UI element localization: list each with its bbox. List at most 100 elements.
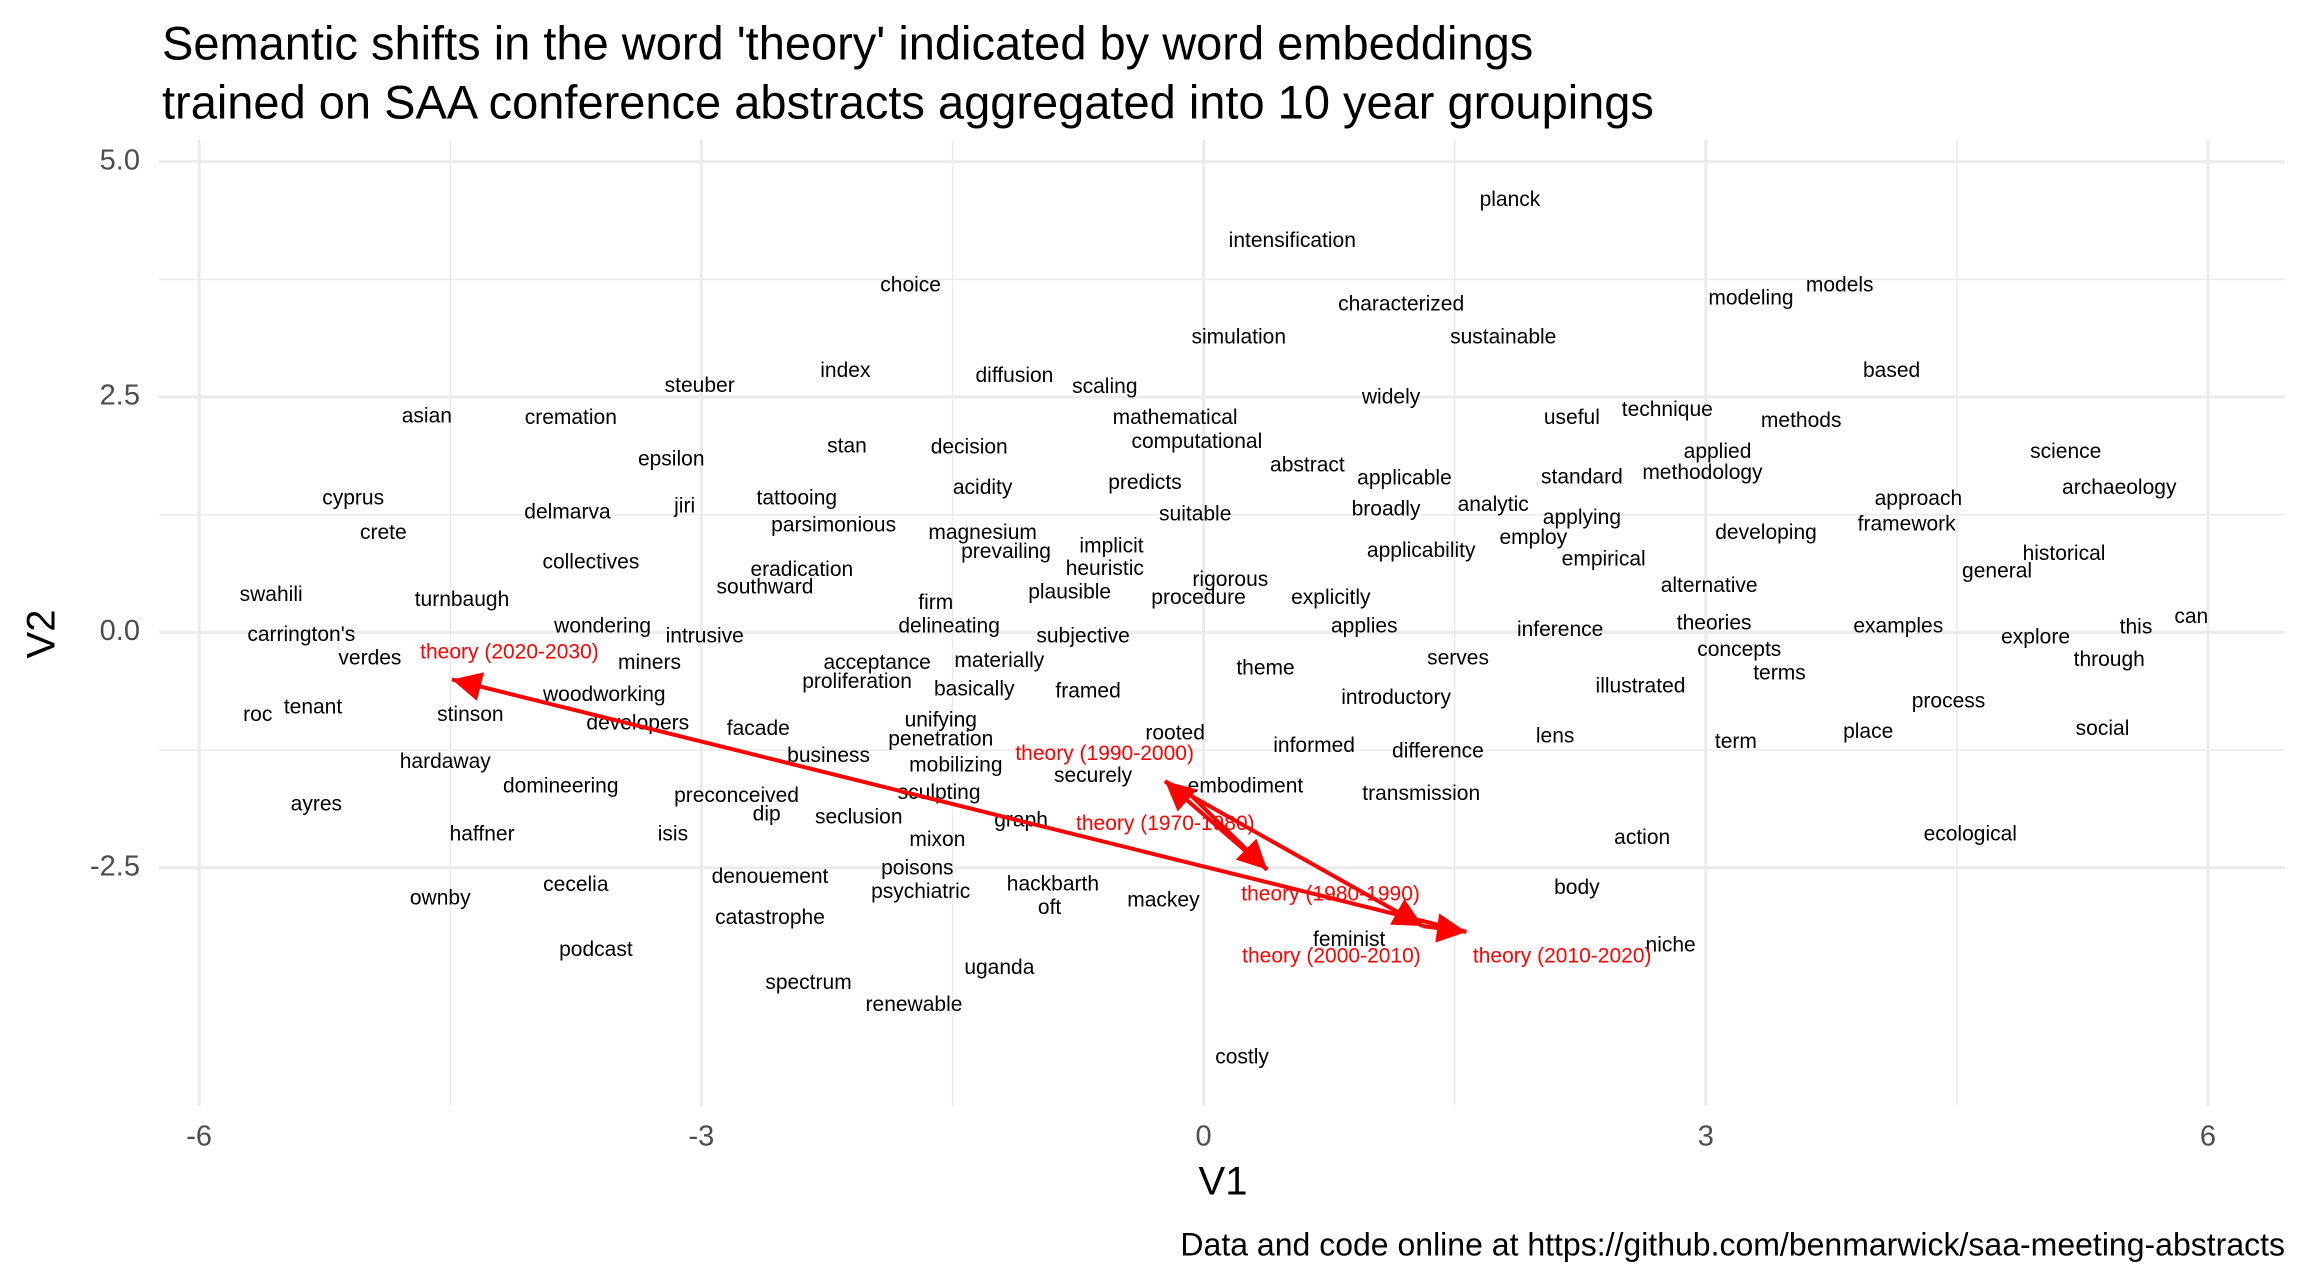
word-label: place — [1843, 720, 1893, 743]
word-label: mackey — [1127, 888, 1200, 911]
x-tick-label: -6 — [186, 1121, 212, 1153]
word-label: science — [2030, 440, 2101, 463]
word-label: sustainable — [1450, 325, 1556, 348]
y-tick-label: 2.5 — [100, 380, 140, 412]
word-label: applies — [1331, 614, 1398, 637]
x-tick-label: -3 — [688, 1121, 714, 1153]
word-label: based — [1863, 359, 1920, 382]
word-label: terms — [1753, 661, 1806, 684]
word-label: applying — [1543, 506, 1621, 529]
word-label: index — [820, 359, 871, 382]
word-label: epsilon — [638, 448, 705, 471]
word-label: acidity — [953, 476, 1013, 499]
word-label: ecological — [1924, 822, 2017, 845]
word-label: podcast — [559, 938, 633, 961]
word-label: action — [1614, 826, 1670, 849]
word-label: choice — [880, 273, 941, 296]
word-label: term — [1715, 730, 1757, 753]
word-label: models — [1806, 273, 1874, 296]
word-label: process — [1912, 690, 1986, 713]
word-label: delineating — [898, 614, 1000, 637]
word-label: unifying — [905, 708, 977, 731]
word-label: uganda — [964, 956, 1034, 979]
word-label: steuber — [665, 374, 735, 397]
x-axis-title: V1 — [1199, 1160, 1248, 1204]
word-label: intensification — [1229, 229, 1356, 252]
word-label: turnbaugh — [415, 588, 510, 611]
x-tick-label: 3 — [1698, 1121, 1714, 1153]
chart-title: Semantic shifts in the word 'theory' ind… — [162, 16, 1533, 69]
word-label: magnesium — [928, 521, 1037, 544]
word-label: subjective — [1036, 625, 1129, 648]
word-label: tattooing — [757, 486, 838, 509]
word-label: haffner — [450, 822, 515, 845]
word-label: simulation — [1191, 325, 1286, 348]
word-label: plausible — [1028, 580, 1111, 603]
word-label: business — [787, 744, 870, 767]
caption: Data and code online at https://github.c… — [1180, 1226, 2285, 1262]
word-label: verdes — [338, 646, 401, 669]
word-label: transmission — [1362, 782, 1480, 805]
word-label: diffusion — [976, 364, 1054, 387]
word-label: hackbarth — [1007, 872, 1099, 895]
word-label: widely — [1361, 386, 1421, 409]
word-label: abstract — [1270, 453, 1345, 476]
word-label: preconceived — [674, 784, 799, 807]
word-label: hardaway — [400, 750, 492, 773]
word-label: archaeology — [2062, 476, 2177, 499]
word-label: denouement — [712, 865, 829, 888]
y-tick-label: -2.5 — [90, 850, 140, 882]
word-label: concepts — [1697, 638, 1781, 661]
y-tick-label: 5.0 — [100, 144, 140, 176]
word-label: embodiment — [1188, 774, 1304, 797]
word-label: informed — [1273, 734, 1355, 757]
word-label: collectives — [542, 550, 639, 573]
word-label: developers — [586, 711, 689, 734]
theory-label: theory (2010-2020) — [1473, 944, 1652, 967]
word-label: applied — [1684, 440, 1752, 463]
word-label: miners — [618, 651, 681, 674]
word-label: jiri — [673, 495, 695, 518]
word-label: planck — [1480, 188, 1541, 211]
word-label: can — [2174, 605, 2208, 628]
word-label: niche — [1646, 933, 1696, 956]
word-label: feminist — [1313, 928, 1386, 951]
y-tick-label: 0.0 — [100, 615, 140, 647]
shift-arrow — [1164, 779, 1424, 928]
word-label: crete — [360, 521, 407, 544]
word-label: woodworking — [542, 683, 666, 706]
word-label: framework — [1858, 513, 1957, 536]
word-label: this — [2120, 615, 2153, 638]
word-label: costly — [1215, 1046, 1269, 1069]
word-label: prevailing — [961, 540, 1051, 563]
word-label: domineering — [503, 774, 619, 797]
shift-arrow — [1163, 779, 1269, 872]
x-tick-label: 0 — [1196, 1121, 1212, 1153]
word-label: predicts — [1108, 471, 1182, 494]
word-label: spectrum — [765, 971, 851, 994]
word-label: explore — [2001, 626, 2070, 649]
word-label: isis — [658, 822, 688, 845]
word-label: examples — [1853, 614, 1943, 637]
word-label: body — [1554, 876, 1600, 899]
word-label: analytic — [1458, 493, 1529, 516]
word-label: parsimonious — [771, 514, 896, 537]
word-label: acceptance — [823, 651, 930, 674]
word-label: stan — [827, 434, 867, 457]
word-label: theme — [1236, 657, 1294, 680]
word-label: procedure — [1151, 586, 1246, 609]
word-label: historical — [2023, 542, 2106, 565]
shift-arrow — [451, 672, 1467, 934]
word-label: sculpting — [898, 781, 981, 804]
word-label: characterized — [1338, 292, 1464, 315]
word-label: employ — [1500, 526, 1568, 549]
word-label: renewable — [866, 993, 963, 1016]
word-label: poisons — [881, 856, 953, 879]
word-label: mobilizing — [909, 754, 1002, 777]
word-label: theories — [1677, 611, 1752, 634]
word-label: mathematical — [1113, 406, 1238, 429]
word-label: tenant — [284, 695, 343, 718]
word-label: approach — [1875, 487, 1963, 510]
theory-label: theory (1990-2000) — [1015, 742, 1194, 765]
